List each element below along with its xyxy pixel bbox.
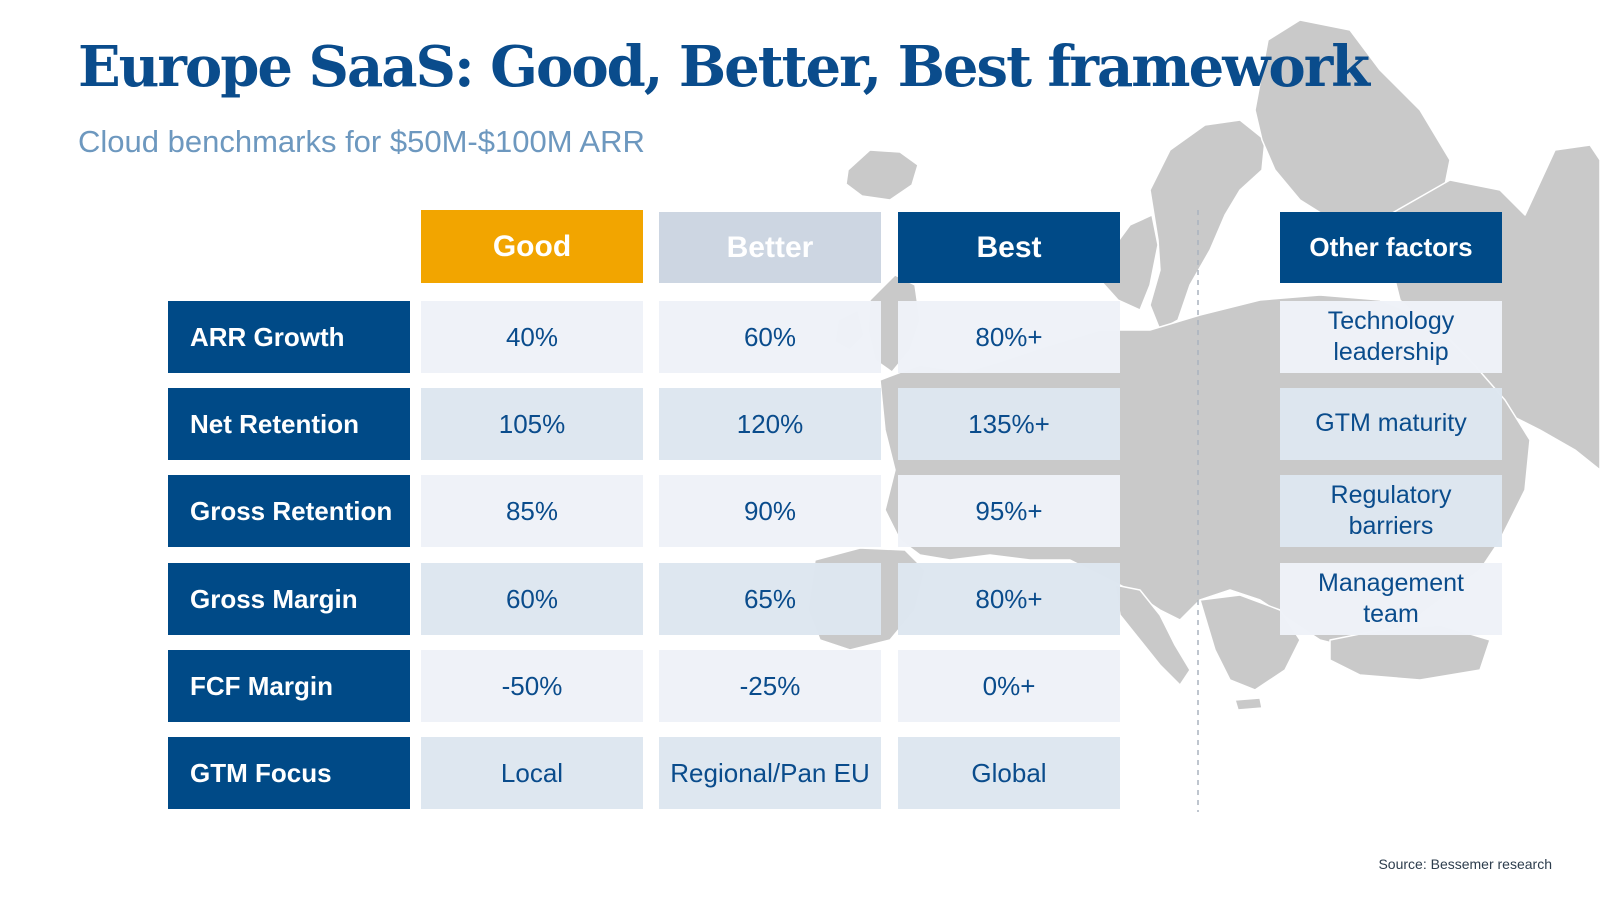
cell-gross-retention-best: 95%+: [898, 475, 1120, 547]
other-factor-gtm-maturity: GTM maturity: [1280, 388, 1502, 460]
column-header-other-factors: Other factors: [1280, 212, 1502, 283]
row-label-fcf-margin: FCF Margin: [168, 650, 410, 722]
column-header-good: Good: [421, 210, 643, 283]
cell-arr-growth-better: 60%: [659, 301, 881, 373]
column-header-better: Better: [659, 212, 881, 283]
cell-gtm-focus-good: Local: [421, 737, 643, 809]
cell-gross-margin-good: 60%: [421, 563, 643, 635]
other-factor-management-team: Management team: [1280, 563, 1502, 635]
row-label-gross-retention: Gross Retention: [168, 475, 410, 547]
cell-fcf-margin-good: -50%: [421, 650, 643, 722]
cell-gross-margin-better: 65%: [659, 563, 881, 635]
source-note: Source: Bessemer research: [1378, 856, 1552, 872]
cell-net-retention-better: 120%: [659, 388, 881, 460]
cell-net-retention-good: 105%: [421, 388, 643, 460]
row-label-gtm-focus: GTM Focus: [168, 737, 410, 809]
column-header-best: Best: [898, 212, 1120, 283]
cell-fcf-margin-better: -25%: [659, 650, 881, 722]
row-label-gross-margin: Gross Margin: [168, 563, 410, 635]
cell-arr-growth-best: 80%+: [898, 301, 1120, 373]
row-label-arr-growth: ARR Growth: [168, 301, 410, 373]
cell-gross-margin-best: 80%+: [898, 563, 1120, 635]
other-factor-technology-leadership: Technology leadership: [1280, 301, 1502, 373]
row-label-net-retention: Net Retention: [168, 388, 410, 460]
cell-gtm-focus-best: Global: [898, 737, 1120, 809]
other-factor-regulatory-barriers: Regulatory barriers: [1280, 475, 1502, 547]
cell-gross-retention-better: 90%: [659, 475, 881, 547]
cell-arr-growth-good: 40%: [421, 301, 643, 373]
cell-gross-retention-good: 85%: [421, 475, 643, 547]
page-subtitle: Cloud benchmarks for $50M-$100M ARR: [78, 124, 645, 159]
page-title: Europe SaaS: Good, Better, Best framewor…: [78, 34, 1370, 100]
cell-gtm-focus-better: Regional/Pan EU: [659, 737, 881, 809]
cell-net-retention-best: 135%+: [898, 388, 1120, 460]
cell-fcf-margin-best: 0%+: [898, 650, 1120, 722]
